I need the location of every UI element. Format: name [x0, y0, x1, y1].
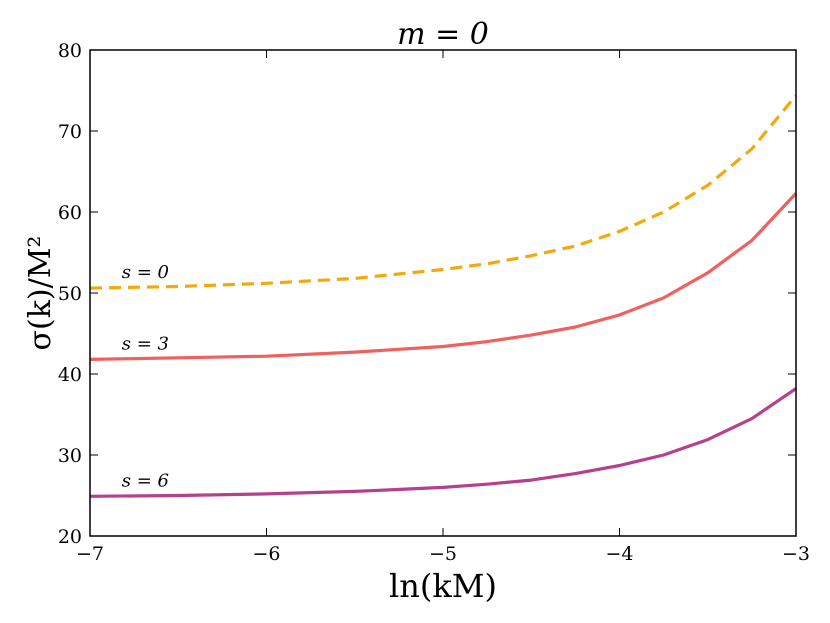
- y-tick-label: 70: [58, 121, 82, 143]
- tick-layer: −7 −6 −5 −4 −3 20 30 40 50 60 70 80: [58, 40, 810, 565]
- y-tick-label: 50: [58, 283, 82, 305]
- y-tick-label: 20: [58, 526, 82, 548]
- series-annotation: s = 6: [122, 470, 169, 491]
- series-line-2: [89, 387, 797, 498]
- x-tick-label: −6: [252, 543, 280, 565]
- y-tick-label: 60: [58, 202, 82, 224]
- x-tick-label: −3: [782, 543, 810, 565]
- series-annotation: s = 3: [122, 333, 169, 354]
- y-tick-label: 80: [58, 40, 82, 62]
- series-line-1: [89, 192, 798, 361]
- y-tick-label: 30: [58, 445, 82, 467]
- series-annotation: s = 0: [122, 262, 169, 283]
- y-tick-label: 40: [58, 364, 82, 386]
- x-tick-label: −4: [605, 543, 633, 565]
- annotation-layer: s = 0 s = 3 s = 6: [122, 262, 169, 491]
- y-axis-label: σ(k)/M²: [23, 236, 58, 351]
- x-tick-label: −7: [76, 543, 104, 565]
- plot-frame: [89, 49, 797, 537]
- chart-title: m = 0: [397, 17, 489, 52]
- series-layer: [89, 94, 798, 498]
- series-line-0: [89, 94, 798, 290]
- x-axis-label: ln(kM): [389, 567, 497, 605]
- x-tick-label: −5: [429, 543, 457, 565]
